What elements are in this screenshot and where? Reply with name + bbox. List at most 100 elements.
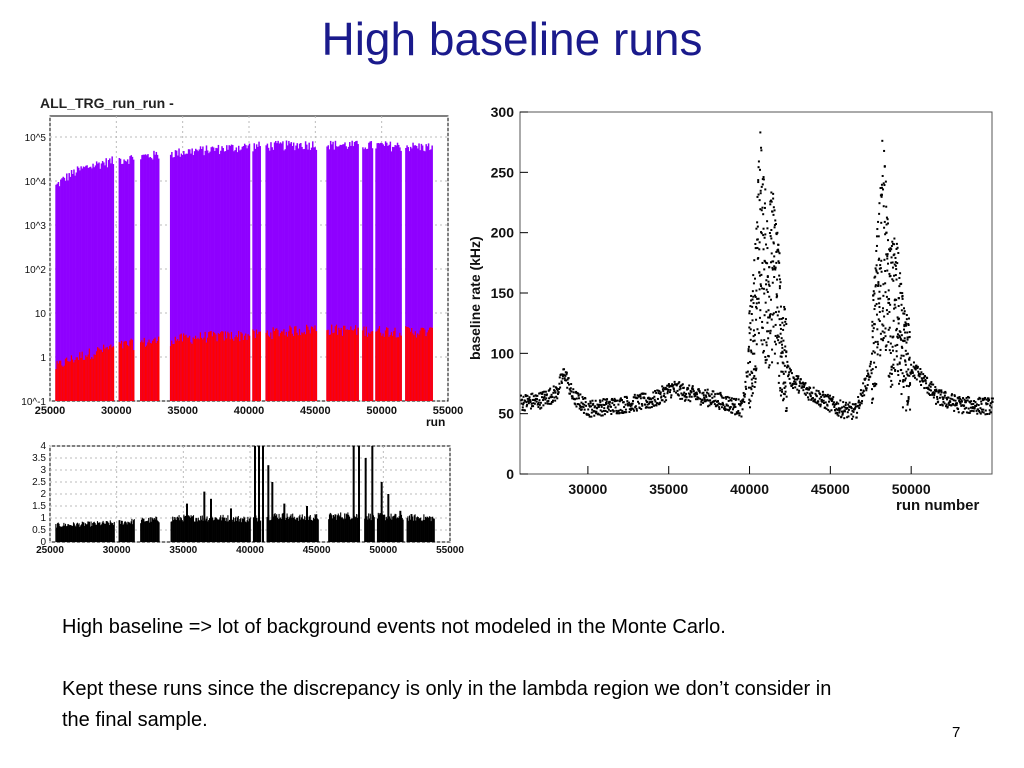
scatter-point — [894, 261, 897, 264]
scatter-point — [938, 389, 941, 392]
scatter-point — [558, 376, 561, 379]
scatter-point — [657, 392, 660, 395]
histogram-bar-red — [184, 335, 186, 401]
scatter-point — [897, 374, 900, 377]
scatter-point — [842, 410, 845, 413]
scatter-point — [824, 401, 827, 404]
scatter-point — [780, 352, 783, 355]
scatter-point — [733, 405, 736, 408]
scatter-point — [846, 407, 849, 410]
scatter-point — [900, 393, 903, 396]
scatter-point — [766, 220, 769, 223]
scatter-point — [881, 310, 884, 313]
scatter-point — [587, 413, 590, 416]
ratio-bar — [286, 513, 288, 542]
scatter-point — [850, 413, 853, 416]
scatter-point — [740, 415, 743, 418]
scatter-point — [933, 394, 936, 397]
histogram-bar-purple — [202, 146, 204, 401]
ratio-bar — [123, 523, 125, 542]
scatter-point — [606, 406, 609, 409]
histogram-bar-red — [387, 328, 389, 401]
scatter-point — [699, 397, 702, 400]
scatter-point — [669, 388, 672, 391]
ratio-spike — [258, 446, 260, 542]
scatter-point — [756, 225, 759, 228]
scatter-point — [750, 294, 753, 297]
scatter-point — [896, 343, 899, 346]
histogram-bar-red — [431, 327, 433, 401]
scatter-point — [877, 284, 880, 287]
ratio-bar — [221, 517, 223, 542]
scatter-point — [890, 379, 893, 382]
scatter-point — [886, 262, 889, 265]
histogram-bar-purple — [409, 146, 412, 401]
ratio-spike — [358, 446, 360, 542]
scatter-point — [737, 409, 740, 412]
scatter-frame — [519, 111, 993, 475]
scatter-point — [886, 253, 889, 256]
histogram-bar-purple — [85, 165, 87, 401]
histogram-y-tick-label: 1 — [40, 353, 46, 364]
histogram-bar-red — [303, 331, 306, 401]
scatter-point — [601, 399, 604, 402]
histogram-bar-red — [351, 329, 353, 401]
scatter-point — [928, 393, 931, 396]
scatter-point — [814, 401, 817, 404]
scatter-point — [781, 350, 784, 353]
scatter-point — [915, 364, 918, 367]
scatter-point — [661, 385, 664, 388]
histogram-bar-red — [258, 331, 260, 401]
scatter-point — [628, 410, 631, 413]
scatter-point — [793, 382, 796, 385]
scatter-point — [552, 399, 555, 402]
ratio-bar — [350, 518, 352, 542]
scatter-point — [765, 358, 768, 361]
scatter-point — [820, 398, 823, 401]
scatter-point — [895, 247, 898, 250]
histogram-bar-red — [279, 333, 282, 401]
scatter-point — [872, 299, 875, 302]
scatter-point — [873, 361, 876, 364]
scatter-point — [765, 310, 768, 313]
histogram-bar-purple — [243, 143, 246, 401]
scatter-point — [871, 324, 874, 327]
scatter-point — [751, 290, 754, 293]
scatter-point — [843, 410, 846, 413]
histogram-bar-purple — [178, 148, 180, 401]
scatter-point — [877, 318, 880, 321]
histogram-bar-red — [382, 333, 384, 401]
histogram-title: ALL_TRG_run_run - — [40, 95, 174, 111]
histogram-bar-purple — [426, 146, 429, 401]
histogram-bar-red — [62, 366, 64, 401]
scatter-point — [579, 406, 582, 409]
histogram-bar-red — [178, 340, 180, 401]
histogram-bar-purple — [369, 141, 371, 401]
scatter-point — [885, 295, 888, 298]
scatter-point — [590, 411, 593, 414]
scatter-point — [895, 329, 898, 332]
scatter-point — [881, 139, 884, 142]
scatter-point — [623, 406, 626, 409]
scatter-point — [663, 400, 666, 403]
ratio-bar — [204, 520, 207, 542]
histogram-bar-red — [83, 359, 86, 401]
histogram-bar-purple — [229, 145, 232, 401]
scatter-point — [944, 391, 947, 394]
scatter-point — [894, 256, 897, 259]
scatter-point — [602, 398, 605, 401]
histogram-bar-red — [64, 358, 67, 401]
ratio-bar — [63, 522, 65, 542]
ratio-bar — [368, 518, 371, 542]
scatter-point — [786, 360, 789, 363]
scatter-point — [630, 407, 633, 410]
scatter-point — [593, 414, 596, 417]
ratio-x-tick-label: 35000 — [169, 545, 197, 555]
scatter-point — [698, 391, 701, 394]
histogram-bar-purple — [381, 143, 383, 401]
scatter-point — [594, 399, 597, 402]
scatter-point — [751, 319, 754, 322]
scatter-point — [770, 229, 773, 232]
scatter-point — [757, 179, 760, 182]
scatter-point — [760, 232, 763, 235]
